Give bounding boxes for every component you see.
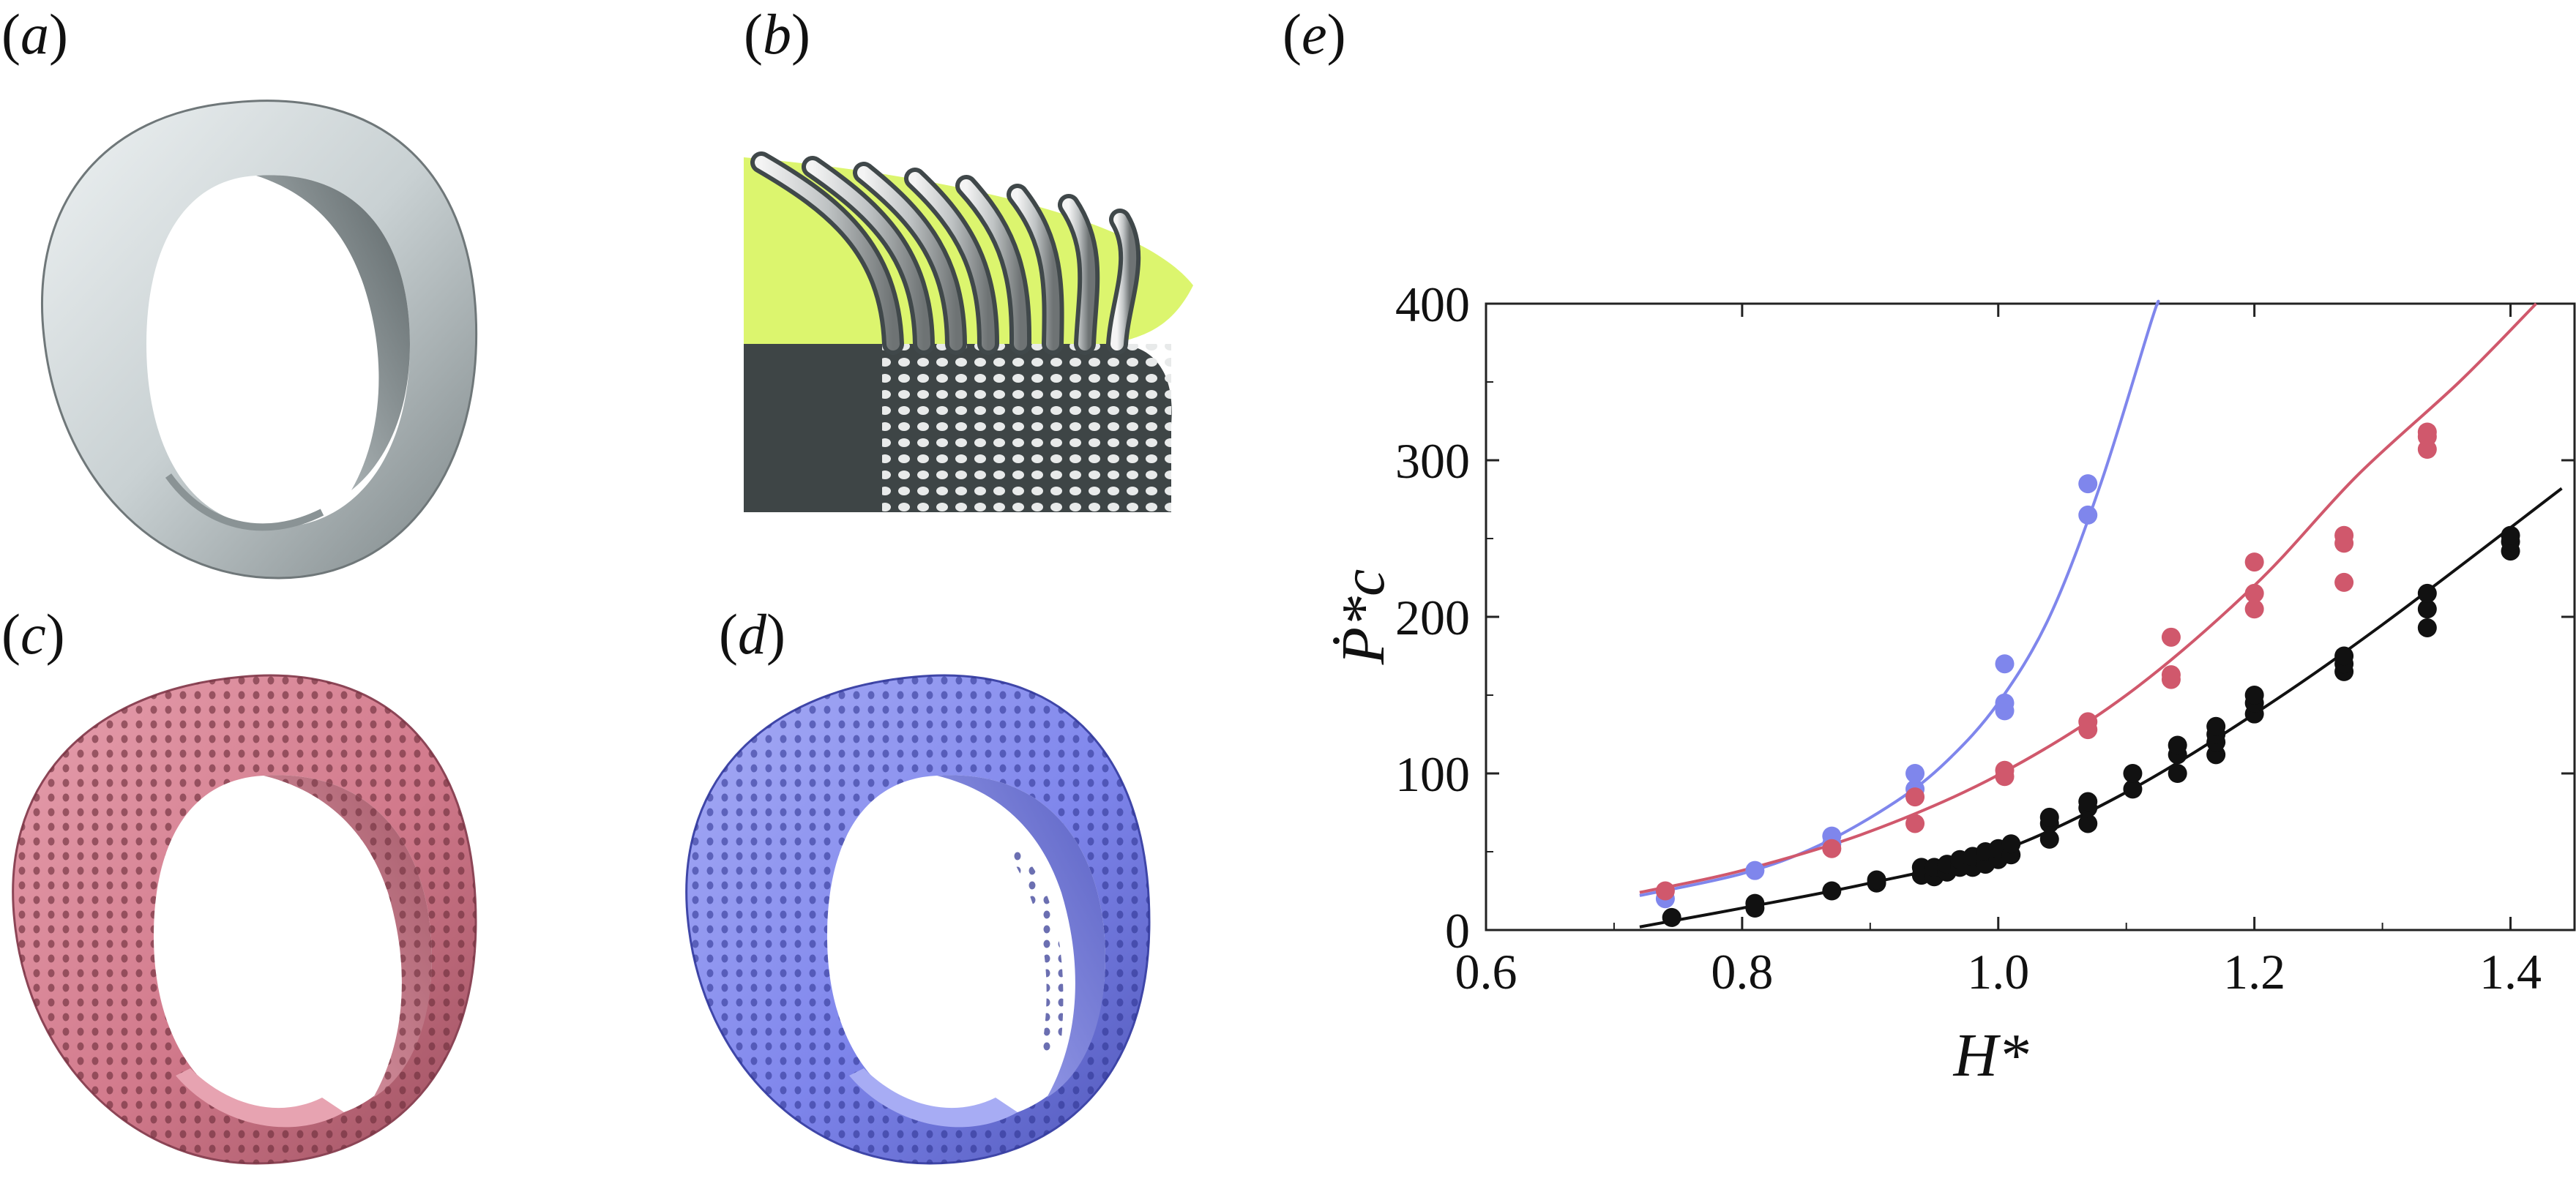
data-point-series-2 bbox=[1822, 839, 1842, 858]
panel-label-e-text: e bbox=[1301, 2, 1327, 66]
data-point-series-3 bbox=[2417, 583, 2437, 603]
data-point-series-2 bbox=[2334, 525, 2354, 545]
x-tick-label: 1.2 bbox=[2223, 944, 2285, 1000]
data-point-series-2 bbox=[1905, 787, 1925, 807]
y-axis-title: Ṗ*c bbox=[1329, 569, 1397, 666]
ring-smooth-illustration bbox=[40, 100, 478, 580]
data-points bbox=[1655, 422, 2520, 927]
plot-frame bbox=[1485, 302, 2576, 931]
panel-label-b: (b) bbox=[744, 2, 810, 66]
data-point-series-3 bbox=[2078, 814, 2098, 833]
data-point-series-1 bbox=[1995, 693, 2015, 713]
x-tick-label: 1.4 bbox=[2479, 944, 2542, 1000]
y-tick-label: 0 bbox=[1445, 903, 1470, 959]
data-point-series-1 bbox=[1995, 654, 2015, 674]
data-point-series-3 bbox=[2123, 779, 2143, 799]
data-point-series-2 bbox=[1905, 814, 1925, 833]
panel-label-a-text: a bbox=[20, 2, 49, 66]
data-point-series-3 bbox=[2039, 829, 2059, 849]
data-point-series-2 bbox=[1655, 881, 1675, 901]
y-tick-label: 300 bbox=[1395, 433, 1470, 489]
data-point-series-3 bbox=[2417, 618, 2437, 637]
data-point-series-3 bbox=[1662, 907, 1681, 927]
data-point-series-3 bbox=[2168, 735, 2187, 755]
data-point-series-3 bbox=[2168, 764, 2187, 783]
data-point-series-2 bbox=[2161, 665, 2181, 685]
x-tick-label: 0.6 bbox=[1455, 944, 1517, 1000]
data-point-series-3 bbox=[1822, 881, 1842, 901]
data-point-series-2 bbox=[2417, 422, 2437, 442]
data-point-series-3 bbox=[2417, 599, 2437, 619]
panel-label-a: (a) bbox=[1, 2, 68, 66]
data-point-series-1 bbox=[2078, 505, 2098, 525]
data-point-series-1 bbox=[1745, 861, 1765, 880]
chart-panel-e: 0.6 0.8 1.0 1.2 1.4 0 100 200 300 400 H* Ṗ*c bbox=[1329, 277, 2576, 1090]
x-tick-label: 0.8 bbox=[1711, 944, 1773, 1000]
data-point-series-3 bbox=[1745, 893, 1765, 913]
data-point-series-2 bbox=[2078, 712, 2098, 732]
data-point-series-3 bbox=[2039, 807, 2059, 827]
axis-ticks: 0.6 0.8 1.0 1.2 1.4 0 100 200 300 400 bbox=[1395, 277, 2575, 1000]
fit-curve-series-2 bbox=[1639, 302, 2537, 894]
data-point-series-3 bbox=[2334, 646, 2354, 666]
data-point-series-3 bbox=[2001, 834, 2021, 854]
panel-label-e: (e) bbox=[1283, 2, 1346, 66]
data-point-series-3 bbox=[1867, 870, 1886, 890]
data-point-series-2 bbox=[2334, 572, 2354, 592]
y-tick-label: 400 bbox=[1395, 277, 1470, 332]
data-point-series-2 bbox=[2161, 627, 2181, 647]
data-point-series-2 bbox=[1995, 760, 2015, 780]
ring-perforated-blue-illustration bbox=[685, 674, 1151, 1165]
data-point-series-1 bbox=[2078, 474, 2098, 494]
channel-cutaway-illustration bbox=[744, 151, 1193, 512]
data-point-series-2 bbox=[2244, 599, 2264, 619]
panel-label-c: (c) bbox=[1, 602, 65, 666]
data-point-series-3 bbox=[2123, 764, 2143, 783]
fit-curves bbox=[1639, 299, 2563, 929]
data-point-series-3 bbox=[2501, 525, 2520, 545]
data-point-series-3 bbox=[2206, 716, 2226, 736]
fit-curve-series-3 bbox=[1639, 487, 2563, 929]
data-point-series-3 bbox=[2244, 686, 2264, 705]
panel-label-d: (d) bbox=[719, 602, 785, 666]
data-point-series-3 bbox=[2078, 792, 2098, 811]
panel-label-d-text: d bbox=[737, 602, 766, 666]
data-point-series-1 bbox=[1905, 764, 1925, 783]
data-point-series-2 bbox=[2244, 552, 2264, 572]
x-tick-label: 1.0 bbox=[1967, 944, 2029, 1000]
x-axis-title: H* bbox=[1953, 1021, 2029, 1090]
y-tick-label: 100 bbox=[1395, 746, 1470, 802]
y-tick-label: 200 bbox=[1395, 590, 1470, 645]
ring-perforated-pink-illustration bbox=[12, 674, 477, 1165]
panel-label-b-text: b bbox=[762, 2, 791, 66]
data-point-series-2 bbox=[2244, 583, 2264, 603]
panel-label-c-text: c bbox=[20, 602, 46, 666]
